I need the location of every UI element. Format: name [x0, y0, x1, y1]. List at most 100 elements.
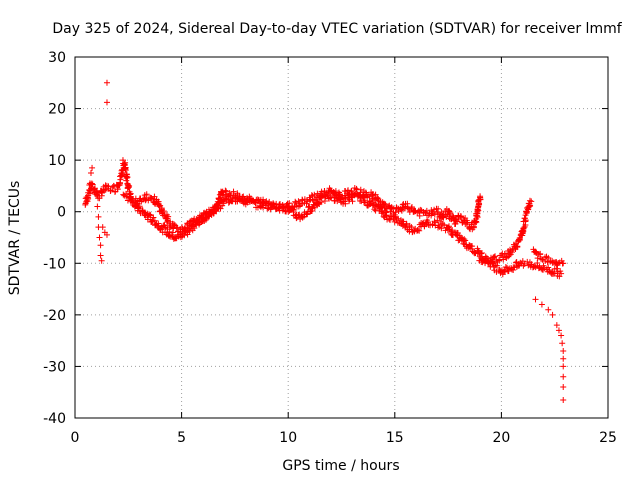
x-tick-label: 20 [492, 430, 510, 446]
data-point [150, 214, 157, 221]
data-point [528, 198, 535, 205]
data-point [371, 206, 378, 213]
x-tick-labels: 0 5 10 15 20 25 [71, 430, 617, 446]
data-point [557, 268, 564, 275]
data-point [357, 186, 364, 193]
data-point [560, 396, 567, 403]
data-point [220, 192, 227, 199]
data-point [87, 170, 94, 177]
data-point [270, 200, 277, 207]
data-point [222, 187, 229, 194]
data-point [545, 306, 552, 313]
data-point [160, 208, 167, 215]
y-tick-label: 20 [48, 102, 66, 118]
data-point [103, 79, 110, 86]
data-point [318, 188, 325, 195]
data-point [387, 204, 394, 211]
data-point [416, 227, 423, 234]
data-point [93, 188, 100, 195]
data-point [553, 322, 560, 329]
data-point [103, 182, 110, 189]
data-point [316, 194, 323, 201]
y-tick-label: -20 [43, 308, 66, 324]
data-point [141, 211, 148, 218]
data-point [509, 247, 516, 254]
data-point [98, 257, 105, 264]
data-point [149, 218, 156, 225]
data-point [243, 198, 250, 205]
data-point [122, 167, 129, 174]
y-tick-label: 0 [57, 205, 66, 221]
data-point [105, 183, 112, 190]
y-tick-label: -40 [43, 411, 66, 427]
data-point [123, 177, 130, 184]
data-point [477, 250, 484, 257]
data-point [383, 212, 390, 219]
data-point [305, 203, 312, 210]
data-point [560, 363, 567, 370]
data-point [458, 213, 465, 220]
data-point [551, 270, 558, 277]
data-point [448, 228, 455, 235]
data-point [311, 191, 318, 198]
data-point [374, 194, 381, 201]
data-point [321, 198, 328, 205]
data-point [299, 214, 306, 221]
data-point [425, 218, 432, 225]
data-point [537, 251, 544, 258]
data-point [99, 224, 106, 231]
data-point [103, 231, 110, 238]
data-point [431, 211, 438, 218]
data-point [549, 311, 556, 318]
data-point [521, 215, 528, 222]
data-point [506, 252, 513, 259]
data-point [560, 347, 567, 354]
data-point [414, 227, 421, 234]
data-point [286, 200, 293, 207]
data-point [532, 248, 539, 255]
data-point [95, 213, 102, 220]
data-point [292, 198, 299, 205]
data-point [392, 209, 399, 216]
data-point [143, 191, 150, 198]
data-point [372, 191, 379, 198]
data-point [266, 198, 273, 205]
data-point [97, 242, 104, 249]
data-point [469, 243, 476, 250]
data-point [110, 183, 117, 190]
data-point [408, 205, 415, 212]
data-point [474, 206, 481, 213]
y-axis-label: SDTVAR / TECUs [7, 181, 23, 296]
data-point [391, 211, 398, 218]
data-point [349, 198, 356, 205]
x-tick-label: 25 [599, 430, 617, 446]
data-point [501, 250, 508, 257]
data-point [144, 216, 151, 223]
data-point [332, 188, 339, 195]
data-point [470, 224, 477, 231]
data-point [295, 203, 302, 210]
data-point [526, 197, 533, 204]
x-tick-label: 10 [279, 430, 297, 446]
data-point [342, 200, 349, 207]
data-point [458, 234, 465, 241]
data-point [417, 206, 424, 213]
data-point [545, 254, 552, 261]
data-point [560, 384, 567, 391]
data-point [89, 181, 96, 188]
data-point [538, 301, 545, 308]
data-point [546, 266, 553, 273]
data-point [182, 224, 189, 231]
data-point [128, 196, 135, 203]
data-point [502, 263, 509, 270]
y-tick-label: 30 [48, 50, 66, 66]
data-point [408, 224, 415, 231]
data-point [339, 195, 346, 202]
data-point [103, 99, 110, 106]
chart-title: Day 325 of 2024, Sidereal Day-to-day VTE… [52, 21, 622, 37]
x-axis-label: GPS time / hours [282, 458, 399, 474]
data-point [201, 209, 208, 216]
x-tick-label: 15 [386, 430, 404, 446]
data-point [355, 192, 362, 199]
data-point [559, 340, 566, 347]
